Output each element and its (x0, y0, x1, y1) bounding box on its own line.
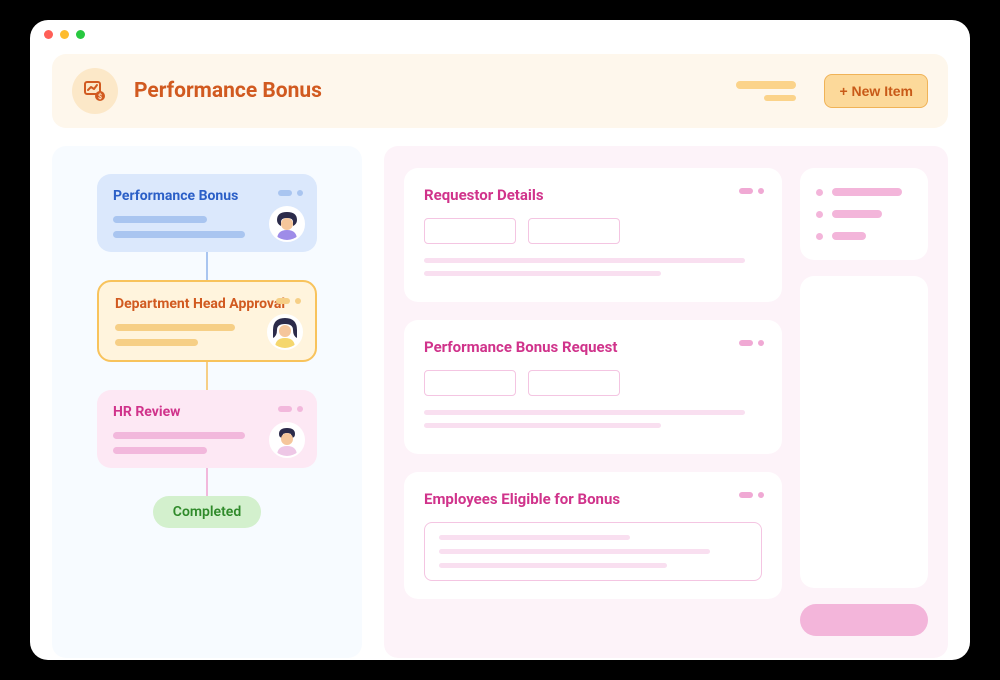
workflow-connector (206, 362, 208, 390)
svg-text:$: $ (98, 93, 102, 101)
side-preview-card (800, 276, 928, 588)
side-item (816, 188, 912, 196)
step-title: Department Head Approval (115, 296, 299, 312)
form-sections: Requestor Details Performance Bonus Requ… (404, 168, 782, 636)
section-title: Employees Eligible for Bonus (424, 490, 762, 508)
input-row (424, 218, 762, 244)
form-section-requestor-details: Requestor Details (404, 168, 782, 302)
app-window: $ Performance Bonus + New Item Performan… (30, 20, 970, 660)
step-menu-icon[interactable] (276, 298, 301, 304)
input-field[interactable] (424, 370, 516, 396)
main-content: Performance Bonus Department Head Approv… (30, 128, 970, 658)
status-badge: Completed (153, 496, 261, 528)
input-row (424, 370, 762, 396)
workflow-panel: Performance Bonus Department Head Approv… (52, 146, 362, 658)
window-titlebar (30, 20, 970, 48)
section-menu-icon[interactable] (739, 340, 764, 346)
avatar (269, 206, 305, 242)
step-menu-icon[interactable] (278, 190, 303, 196)
side-item (816, 210, 912, 218)
input-field[interactable] (528, 370, 620, 396)
section-title: Requestor Details (424, 186, 762, 204)
avatar (267, 314, 303, 350)
workflow-step-hr-review[interactable]: HR Review (97, 390, 317, 468)
step-menu-icon[interactable] (278, 406, 303, 412)
new-item-button[interactable]: + New Item (824, 74, 928, 108)
side-summary-card (800, 168, 928, 260)
page-header: $ Performance Bonus + New Item (52, 54, 948, 128)
section-skeleton (424, 258, 762, 276)
form-panel: Requestor Details Performance Bonus Requ… (384, 146, 948, 658)
workflow-connector (206, 252, 208, 280)
section-title: Performance Bonus Request (424, 338, 762, 356)
page-title: Performance Bonus (134, 79, 720, 103)
avatar (269, 422, 305, 458)
workflow-connector (206, 468, 208, 496)
side-column (800, 168, 928, 636)
step-title: Performance Bonus (113, 188, 301, 204)
window-close-dot[interactable] (44, 30, 53, 39)
employee-list (424, 522, 762, 581)
input-field[interactable] (528, 218, 620, 244)
form-section-eligible-employees: Employees Eligible for Bonus (404, 472, 782, 599)
side-item (816, 232, 912, 240)
window-maximize-dot[interactable] (76, 30, 85, 39)
section-skeleton (424, 410, 762, 428)
section-menu-icon[interactable] (739, 188, 764, 194)
step-title: HR Review (113, 404, 301, 420)
workflow-step-dept-head-approval[interactable]: Department Head Approval (97, 280, 317, 362)
form-section-bonus-request: Performance Bonus Request (404, 320, 782, 454)
workflow-step-performance-bonus[interactable]: Performance Bonus (97, 174, 317, 252)
section-menu-icon[interactable] (739, 492, 764, 498)
side-action-button[interactable] (800, 604, 928, 636)
performance-bonus-icon: $ (72, 68, 118, 114)
window-minimize-dot[interactable] (60, 30, 69, 39)
header-skeleton (736, 81, 796, 101)
input-field[interactable] (424, 218, 516, 244)
